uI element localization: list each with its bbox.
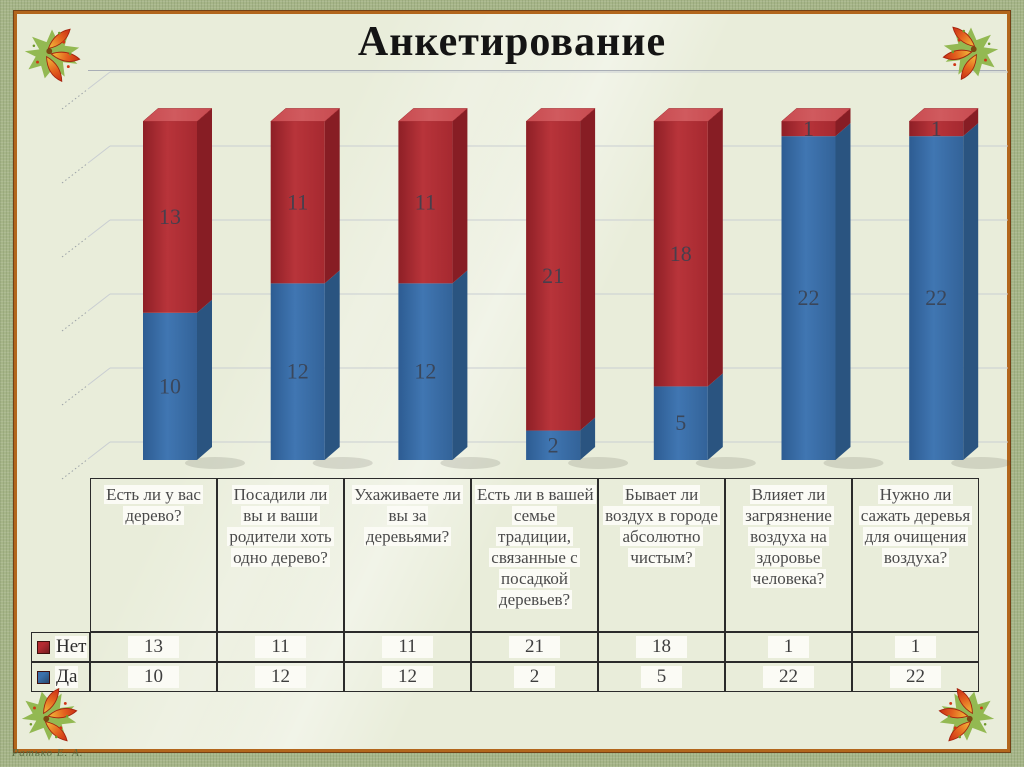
value-text: 11 [255, 636, 306, 658]
value-text: 12 [382, 666, 433, 688]
legend-row-Нет: Нет [31, 632, 90, 662]
question-header-1: Есть ли у вас дерево? [90, 478, 217, 632]
legend-swatch-icon [37, 640, 50, 654]
question-header-4: Есть ли в вашей семье традиции, связанны… [471, 478, 598, 632]
value-Да-5: 5 [598, 662, 725, 692]
legend-label: Нет [55, 636, 88, 658]
value-Нет-7: 1 [852, 632, 979, 662]
question-text: Посадили ли вы и ваши родители хоть одно… [227, 485, 334, 568]
question-header-3: Ухаживаете ли вы за деревьями? [344, 478, 471, 632]
question-header-7: Нужно ли сажать деревья для очищения воз… [852, 478, 979, 632]
title-underline [88, 70, 1006, 71]
value-text: 21 [509, 636, 560, 658]
chart-data-table: Есть ли у вас дерево? Посадили ли вы и ва… [31, 478, 979, 692]
value-text: 1 [894, 636, 937, 658]
value-text: 5 [640, 666, 683, 688]
question-header-6: Влияет ли загрязнение воздуха на здоровь… [725, 478, 852, 632]
value-text: 12 [255, 666, 306, 688]
question-header-5: Бывает ли воздух в городе абсолютно чист… [598, 478, 725, 632]
corner-ornament-bottom-right [938, 688, 996, 746]
corner-ornament-bottom-left [20, 688, 78, 746]
value-Нет-3: 11 [344, 632, 471, 662]
value-Нет-2: 11 [217, 632, 344, 662]
value-text: 1 [767, 636, 810, 658]
question-text: Ухаживаете ли вы за деревьями? [352, 485, 463, 547]
author-signature: Ратько Е. А. [12, 747, 84, 759]
slide-title: Анкетирование [357, 19, 667, 65]
legend-label: Да [55, 666, 79, 688]
value-text: 22 [763, 666, 814, 688]
value-Нет-5: 18 [598, 632, 725, 662]
table-corner-spacer [31, 478, 90, 632]
value-text: 13 [128, 636, 179, 658]
corner-ornament-top-right [942, 22, 1000, 80]
value-Нет-1: 13 [90, 632, 217, 662]
corner-ornament-top-left [23, 24, 81, 82]
value-Да-1: 10 [90, 662, 217, 692]
question-text: Есть ли у вас дерево? [104, 485, 203, 526]
value-Да-7: 22 [852, 662, 979, 692]
question-text: Бывает ли воздух в городе абсолютно чист… [603, 485, 720, 568]
value-Да-4: 2 [471, 662, 598, 692]
question-text: Влияет ли загрязнение воздуха на здоровь… [743, 485, 834, 589]
value-text: 22 [890, 666, 941, 688]
value-text: 18 [636, 636, 687, 658]
question-text: Есть ли в вашей семье традиции, связанны… [475, 485, 596, 610]
legend-swatch-icon [37, 670, 50, 684]
value-Да-6: 22 [725, 662, 852, 692]
question-header-2: Посадили ли вы и ваши родители хоть одно… [217, 478, 344, 632]
value-Да-3: 12 [344, 662, 471, 692]
legend-row-Да: Да [31, 662, 90, 692]
value-Нет-6: 1 [725, 632, 852, 662]
value-text: 10 [128, 666, 179, 688]
question-text: Нужно ли сажать деревья для очищения воз… [858, 485, 973, 568]
value-text: 2 [513, 666, 556, 688]
value-Нет-4: 21 [471, 632, 598, 662]
value-text: 11 [382, 636, 433, 658]
value-Да-2: 12 [217, 662, 344, 692]
